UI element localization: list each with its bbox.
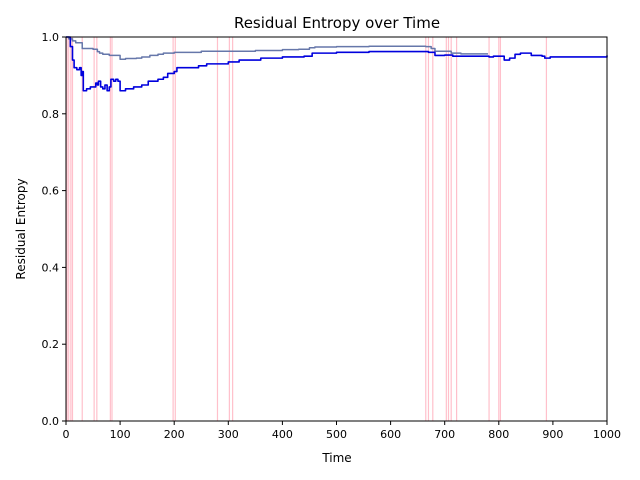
series-line-0 xyxy=(66,36,608,92)
x-tick-label-4: 400 xyxy=(272,428,293,441)
x-axis-label: Time xyxy=(321,451,351,465)
y-axis-ticks: 0.0 0.2 0.4 0.6 0.8 1.0 xyxy=(42,31,66,428)
x-tick-label-8: 800 xyxy=(488,428,509,441)
series-line-1 xyxy=(66,36,488,61)
x-axis-ticks: 0 100 200 300 400 500 600 700 800 900 1000 xyxy=(63,421,621,441)
x-tick-label-2: 200 xyxy=(164,428,185,441)
chart-title: Residual Entropy over Time xyxy=(234,14,440,32)
y-tick-label-3: 0.6 xyxy=(42,185,60,198)
x-tick-label-0: 0 xyxy=(63,428,70,441)
y-axis-label: Residual Entropy xyxy=(14,178,28,279)
y-tick-label-4: 0.8 xyxy=(42,108,60,121)
y-tick-label-2: 0.4 xyxy=(42,261,60,274)
x-tick-label-1: 100 xyxy=(110,428,131,441)
x-tick-label-9: 900 xyxy=(542,428,563,441)
x-tick-label-5: 500 xyxy=(326,428,347,441)
y-tick-label-5: 1.0 xyxy=(42,31,60,44)
x-tick-label-7: 700 xyxy=(434,428,455,441)
x-tick-label-6: 600 xyxy=(380,428,401,441)
series-layer xyxy=(66,36,608,92)
y-tick-label-0: 0.0 xyxy=(42,415,60,428)
x-tick-label-3: 300 xyxy=(218,428,239,441)
x-tick-label-10: 1000 xyxy=(593,428,621,441)
event-markers xyxy=(66,37,548,421)
y-tick-label-1: 0.2 xyxy=(42,338,60,351)
